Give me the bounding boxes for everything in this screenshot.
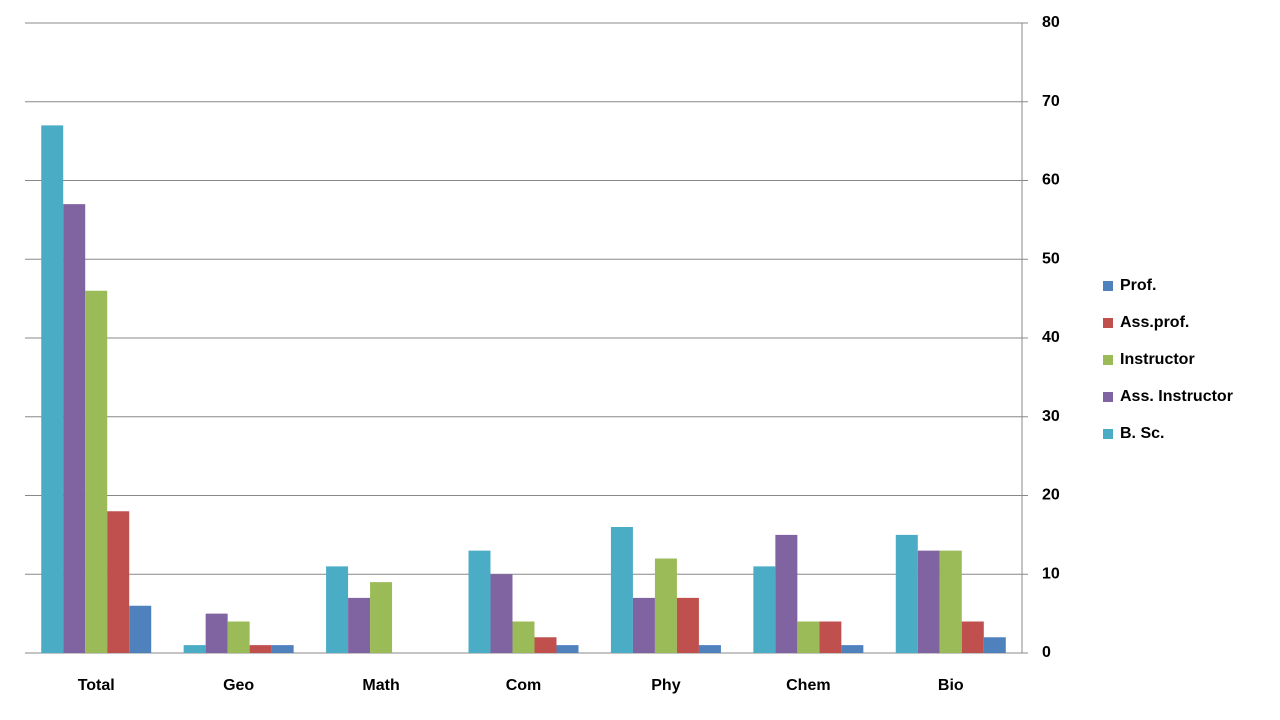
bar [326, 566, 349, 653]
legend-swatch [1103, 281, 1113, 291]
y-tick-label: 80 [1042, 14, 1060, 31]
bar [41, 125, 64, 653]
legend-label: Ass.prof. [1120, 314, 1189, 331]
bar [63, 204, 86, 653]
bar [271, 645, 294, 653]
bar [249, 645, 272, 653]
bar [895, 534, 918, 653]
bar [85, 290, 108, 653]
bar [632, 597, 655, 653]
legend-swatch [1103, 318, 1113, 328]
x-tick-label: Com [506, 677, 542, 694]
x-tick-label: Chem [786, 677, 830, 694]
bar [797, 621, 820, 653]
y-tick-label: 50 [1042, 250, 1060, 267]
bar [512, 621, 535, 653]
y-tick-label: 20 [1042, 487, 1060, 504]
y-tick-label: 60 [1042, 172, 1060, 189]
bar [468, 550, 491, 653]
bar [841, 645, 864, 653]
y-tick-label: 40 [1042, 329, 1060, 346]
bar [819, 621, 842, 653]
legend-label: Instructor [1120, 351, 1195, 368]
x-tick-label: Geo [223, 677, 254, 694]
y-tick-label: 10 [1042, 565, 1060, 582]
bar [205, 613, 228, 653]
bar [775, 534, 798, 653]
legend-swatch [1103, 392, 1113, 402]
bar [610, 527, 633, 653]
legend-label: Ass. Instructor [1120, 388, 1233, 405]
bar [183, 645, 206, 653]
y-tick-label: 30 [1042, 408, 1060, 425]
bar [348, 597, 371, 653]
x-tick-label: Math [362, 677, 399, 694]
legend-swatch [1103, 429, 1113, 439]
bar [107, 511, 130, 653]
y-tick-label: 70 [1042, 93, 1060, 110]
bar [698, 645, 721, 653]
x-tick-label: Phy [651, 677, 680, 694]
bar [490, 574, 513, 653]
bar [917, 550, 940, 653]
bar [556, 645, 579, 653]
bar [534, 637, 557, 653]
legend-label: Prof. [1120, 277, 1156, 294]
bar [370, 582, 393, 653]
y-tick-label: 0 [1042, 644, 1051, 661]
x-tick-label: Bio [938, 677, 964, 694]
legend-swatch [1103, 355, 1113, 365]
bar [961, 621, 984, 653]
bar [939, 550, 962, 653]
x-tick-label: Total [78, 677, 115, 694]
bar [676, 597, 699, 653]
legend-label: B. Sc. [1120, 425, 1164, 442]
bar [983, 637, 1006, 653]
bar [654, 558, 677, 653]
bar [753, 566, 776, 653]
bar [227, 621, 250, 653]
bar [129, 605, 152, 653]
